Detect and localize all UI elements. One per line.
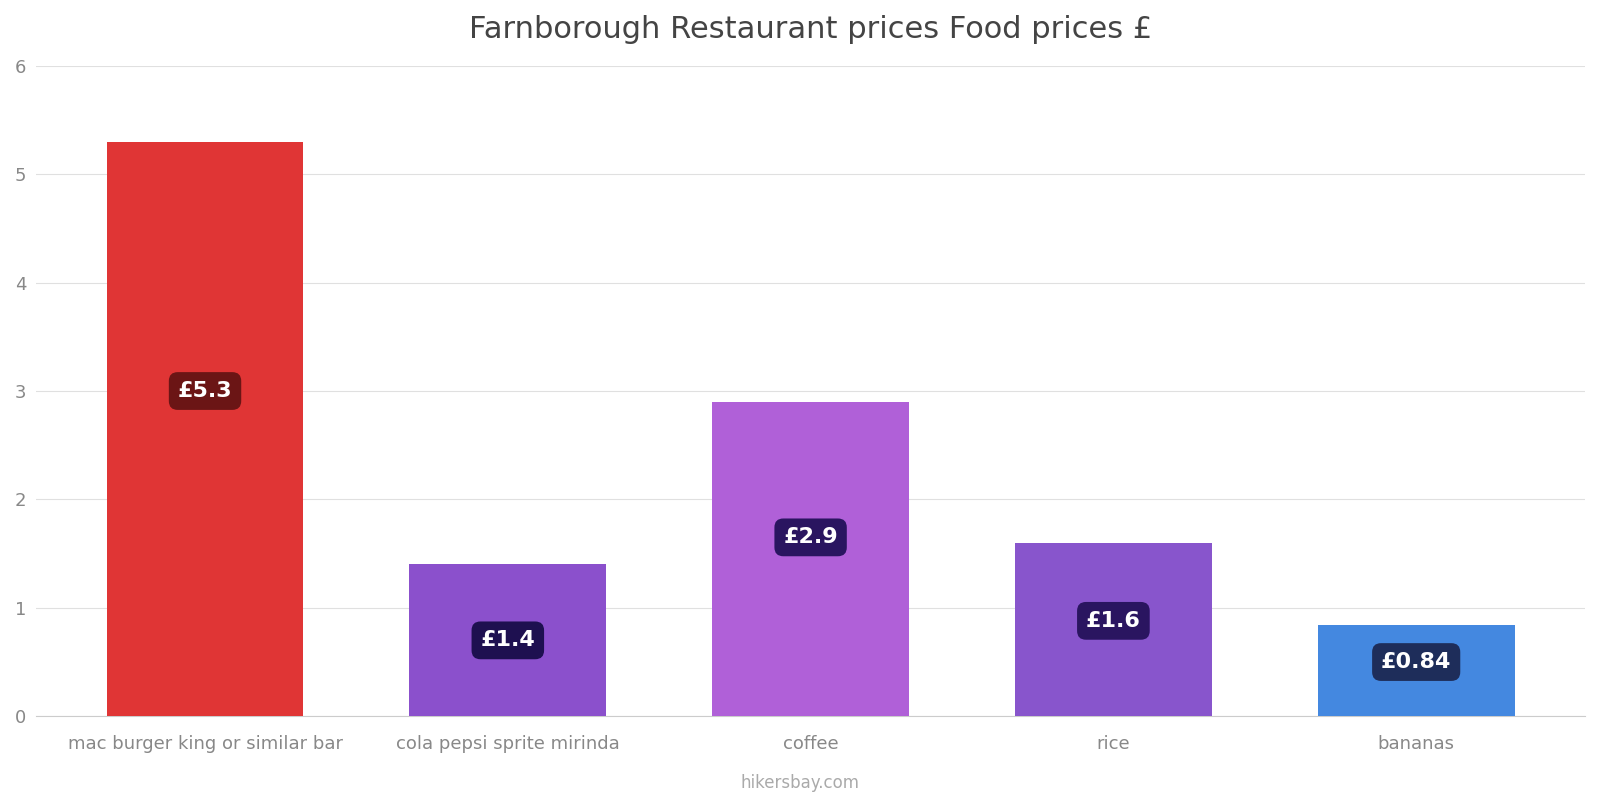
- Title: Farnborough Restaurant prices Food prices £: Farnborough Restaurant prices Food price…: [469, 15, 1152, 44]
- Bar: [1318, 625, 1515, 716]
- Bar: [712, 402, 909, 716]
- Text: £2.9: £2.9: [784, 527, 838, 547]
- Bar: [410, 565, 606, 716]
- Text: £1.6: £1.6: [1086, 611, 1141, 631]
- Text: £1.4: £1.4: [480, 630, 534, 650]
- Text: £5.3: £5.3: [178, 381, 232, 401]
- Text: hikersbay.com: hikersbay.com: [741, 774, 859, 792]
- Text: £0.84: £0.84: [1381, 652, 1451, 672]
- Bar: [107, 142, 304, 716]
- Bar: [1014, 542, 1211, 716]
